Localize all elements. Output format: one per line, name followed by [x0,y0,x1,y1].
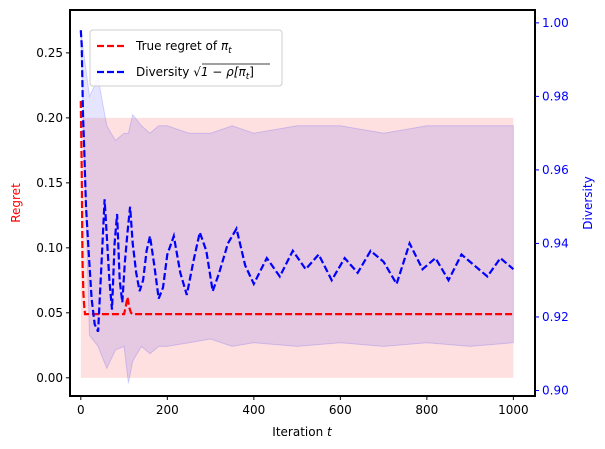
left-y-tick-label: 0.00 [36,371,63,385]
right-y-tick-label: 1.00 [542,16,569,30]
left-y-tick-label: 0.20 [36,111,63,125]
left-y-tick-label: 0.15 [36,176,63,190]
x-tick-label: 400 [242,403,265,417]
plot-frame [69,9,536,397]
right-y-axis-ticks: 0.90 0.92 0.94 0.96 0.98 1.00 [535,16,569,397]
left-y-axis-label: Regret [9,183,23,223]
x-tick-label: 600 [329,403,352,417]
x-tick-label: 1000 [498,403,529,417]
right-y-tick-label: 0.94 [542,236,569,250]
x-axis-label: Iteration t [272,425,333,439]
diversity-line [79,30,515,333]
regret-line [79,100,514,316]
left-y-tick-label: 0.25 [36,46,63,60]
diversity-band [80,30,514,384]
right-y-tick-label: 0.92 [542,310,569,324]
x-tick-label: 0 [77,403,85,417]
legend-box [89,29,283,87]
series-lines [79,30,515,333]
legend-label-diversity: Diversity √1 − ρ[πt] [136,65,254,82]
right-y-axis-label: Diversity [581,176,595,229]
x-tick-label: 800 [415,403,438,417]
regret-band [80,117,514,378]
left-y-tick-label: 0.05 [36,306,63,320]
uncertainty-bands [80,30,514,384]
right-y-tick-label: 0.98 [542,89,569,103]
x-axis-ticks: 0 200 400 600 800 1000 [77,396,529,417]
legend: True regret of πt Diversity √1 − ρ[πt] [89,29,283,87]
left-y-tick-label: 0.10 [36,241,63,255]
legend-label-regret: True regret of πt [135,39,232,56]
right-y-tick-label: 0.96 [542,163,569,177]
x-tick-label: 200 [156,403,179,417]
right-y-tick-label: 0.90 [542,383,569,397]
left-y-axis-ticks: 0.00 0.05 0.10 0.15 0.20 0.25 [36,46,70,385]
